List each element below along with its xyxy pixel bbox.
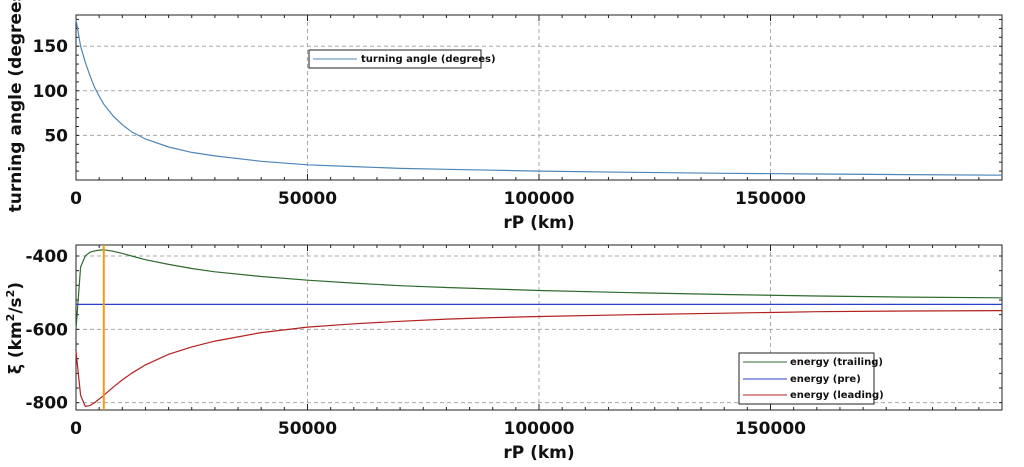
y-axis-label: ξ (km2/s2) [4, 282, 26, 374]
x-tick-label: 50000 [278, 189, 337, 209]
y-tick-label: 100 [33, 82, 69, 102]
axis-ticks [75, 15, 1003, 181]
x-tick-label: 150000 [735, 189, 806, 209]
turning-angle-chart: 0 50000 100000 150000 50 100 150 rP (km) turn… [6, 0, 1003, 233]
legend-label-pre: energy (pre) [790, 374, 861, 385]
y-tick-label: -400 [25, 247, 68, 267]
series-line-2 [75, 310, 1003, 407]
y-tick-label: 50 [44, 126, 68, 146]
x-tick-label: 0 [70, 189, 82, 209]
legend-box [308, 49, 482, 69]
series-lines [75, 249, 1003, 407]
series-line-0 [75, 19, 1003, 176]
x-tick-label: 150000 [735, 419, 806, 439]
x-axis-label: rP (km) [503, 443, 574, 463]
x-axis-label: rP (km) [503, 213, 574, 233]
plot-area [75, 14, 1003, 181]
legend: turning angle (degrees) [308, 49, 496, 69]
legend-label-turning-angle: turning angle (degrees) [361, 54, 496, 65]
y-tick-labels: 50 100 150 [33, 37, 69, 146]
y-tick-label: -800 [25, 394, 68, 414]
x-tick-labels: 0 50000 100000 150000 [70, 419, 806, 439]
x-tick-label: 0 [70, 419, 82, 439]
legend-label-leading: energy (leading) [790, 390, 884, 401]
y-tick-labels: -400 -600 -800 [25, 247, 68, 414]
legend-label-trailing: energy (trailing) [790, 357, 883, 368]
x-tick-labels: 0 50000 100000 150000 [70, 189, 806, 209]
series-lines [75, 19, 1003, 176]
y-axis-label: turning angle (degrees) [6, 0, 26, 212]
legend: energy (trailing) energy (pre) energy (l… [738, 352, 884, 405]
x-tick-label: 50000 [278, 419, 337, 439]
axis-ticks [75, 245, 1003, 410]
series-line-0 [75, 249, 1003, 330]
y-tick-label: 150 [33, 37, 69, 57]
x-tick-label: 100000 [504, 189, 575, 209]
grid [76, 15, 1002, 180]
x-tick-label: 100000 [504, 419, 575, 439]
energy-chart: 0 50000 100000 150000 -400-600-800 rP (km) … [4, 244, 1003, 463]
y-tick-label: -600 [25, 320, 68, 340]
